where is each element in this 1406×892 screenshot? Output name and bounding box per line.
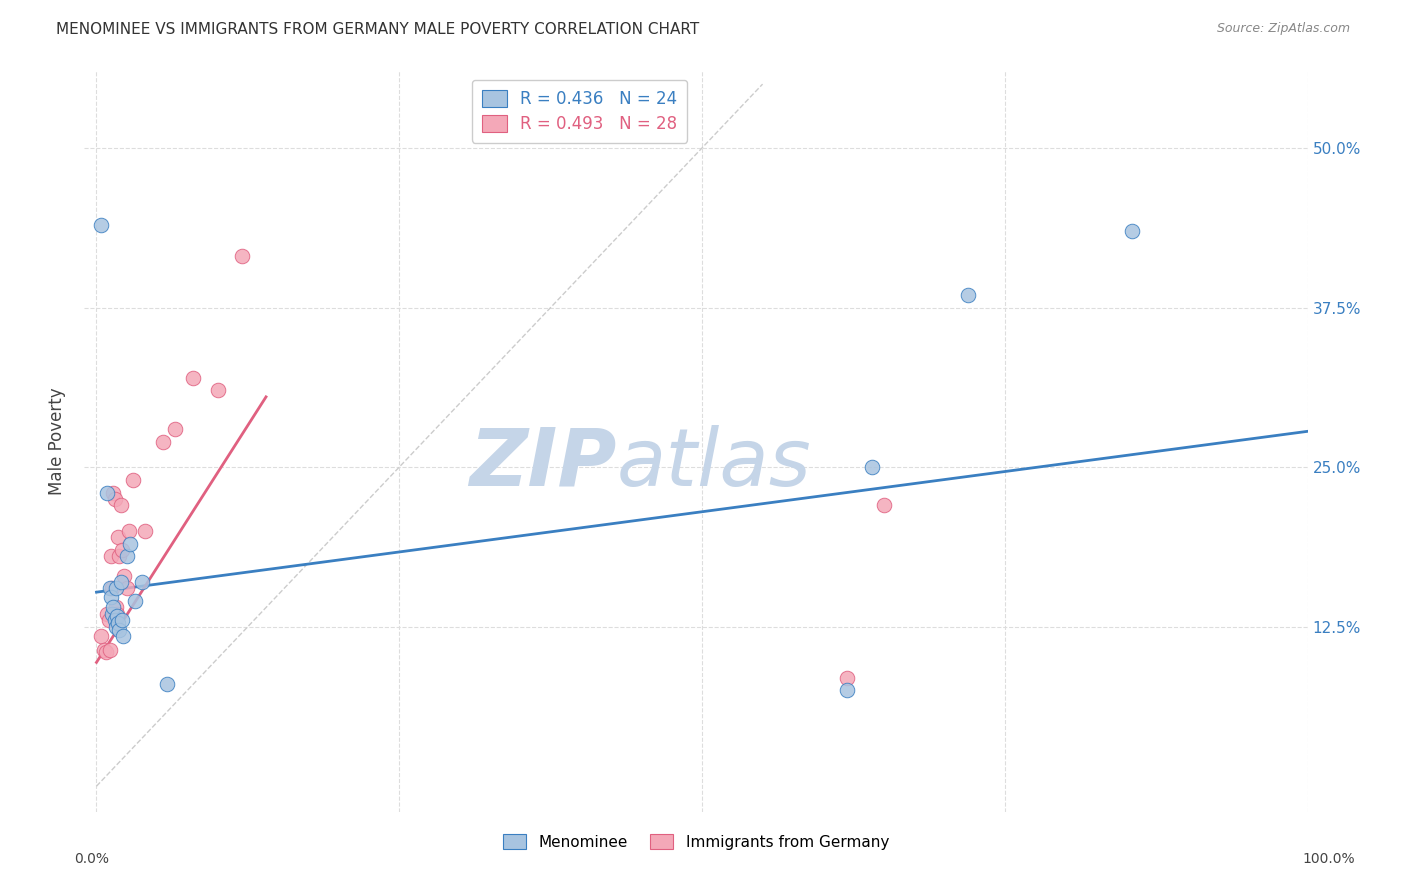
Point bbox=[152, 434, 174, 449]
Point bbox=[134, 524, 156, 538]
Point bbox=[105, 609, 128, 624]
Point bbox=[107, 615, 129, 630]
Point bbox=[111, 543, 134, 558]
Text: Source: ZipAtlas.com: Source: ZipAtlas.com bbox=[1216, 22, 1350, 36]
Point bbox=[90, 218, 112, 232]
Point bbox=[104, 582, 127, 596]
Point bbox=[101, 607, 124, 621]
Point bbox=[118, 524, 141, 538]
Y-axis label: Male Poverty: Male Poverty bbox=[48, 388, 66, 495]
Legend: Menominee, Immigrants from Germany: Menominee, Immigrants from Germany bbox=[496, 828, 896, 856]
Point bbox=[183, 370, 205, 384]
Point bbox=[108, 549, 131, 564]
Point bbox=[101, 582, 124, 596]
Point bbox=[873, 499, 896, 513]
Point bbox=[104, 600, 127, 615]
Point bbox=[112, 568, 135, 582]
Point bbox=[957, 287, 980, 301]
Point bbox=[98, 582, 121, 596]
Point bbox=[231, 250, 253, 264]
Text: ZIP: ZIP bbox=[470, 425, 616, 503]
Text: 0.0%: 0.0% bbox=[75, 852, 108, 866]
Point bbox=[837, 683, 859, 698]
Point bbox=[103, 485, 125, 500]
Text: 100.0%: 100.0% bbox=[1302, 852, 1355, 866]
Point bbox=[96, 485, 118, 500]
Point bbox=[105, 607, 128, 621]
Point bbox=[110, 574, 132, 589]
Point bbox=[112, 629, 135, 643]
Point bbox=[156, 677, 179, 691]
Point bbox=[100, 549, 122, 564]
Point bbox=[103, 600, 125, 615]
Point bbox=[120, 536, 142, 550]
Point bbox=[860, 460, 883, 475]
Point bbox=[207, 384, 229, 398]
Point bbox=[1121, 224, 1143, 238]
Point bbox=[98, 642, 121, 657]
Point bbox=[93, 642, 115, 657]
Point bbox=[165, 422, 187, 436]
Point bbox=[110, 499, 132, 513]
Point bbox=[115, 582, 138, 596]
Text: MENOMINEE VS IMMIGRANTS FROM GERMANY MALE POVERTY CORRELATION CHART: MENOMINEE VS IMMIGRANTS FROM GERMANY MAL… bbox=[56, 22, 700, 37]
Point bbox=[107, 530, 129, 544]
Point bbox=[96, 645, 118, 659]
Point bbox=[124, 594, 146, 608]
Point bbox=[111, 613, 134, 627]
Point bbox=[104, 620, 127, 634]
Point bbox=[96, 607, 118, 621]
Point bbox=[108, 624, 131, 638]
Point bbox=[837, 671, 859, 685]
Point bbox=[115, 549, 138, 564]
Point bbox=[97, 613, 120, 627]
Point bbox=[90, 629, 112, 643]
Point bbox=[104, 613, 127, 627]
Point bbox=[104, 491, 127, 506]
Point bbox=[131, 574, 153, 589]
Point bbox=[100, 591, 122, 605]
Point bbox=[121, 473, 143, 487]
Text: atlas: atlas bbox=[616, 425, 811, 503]
